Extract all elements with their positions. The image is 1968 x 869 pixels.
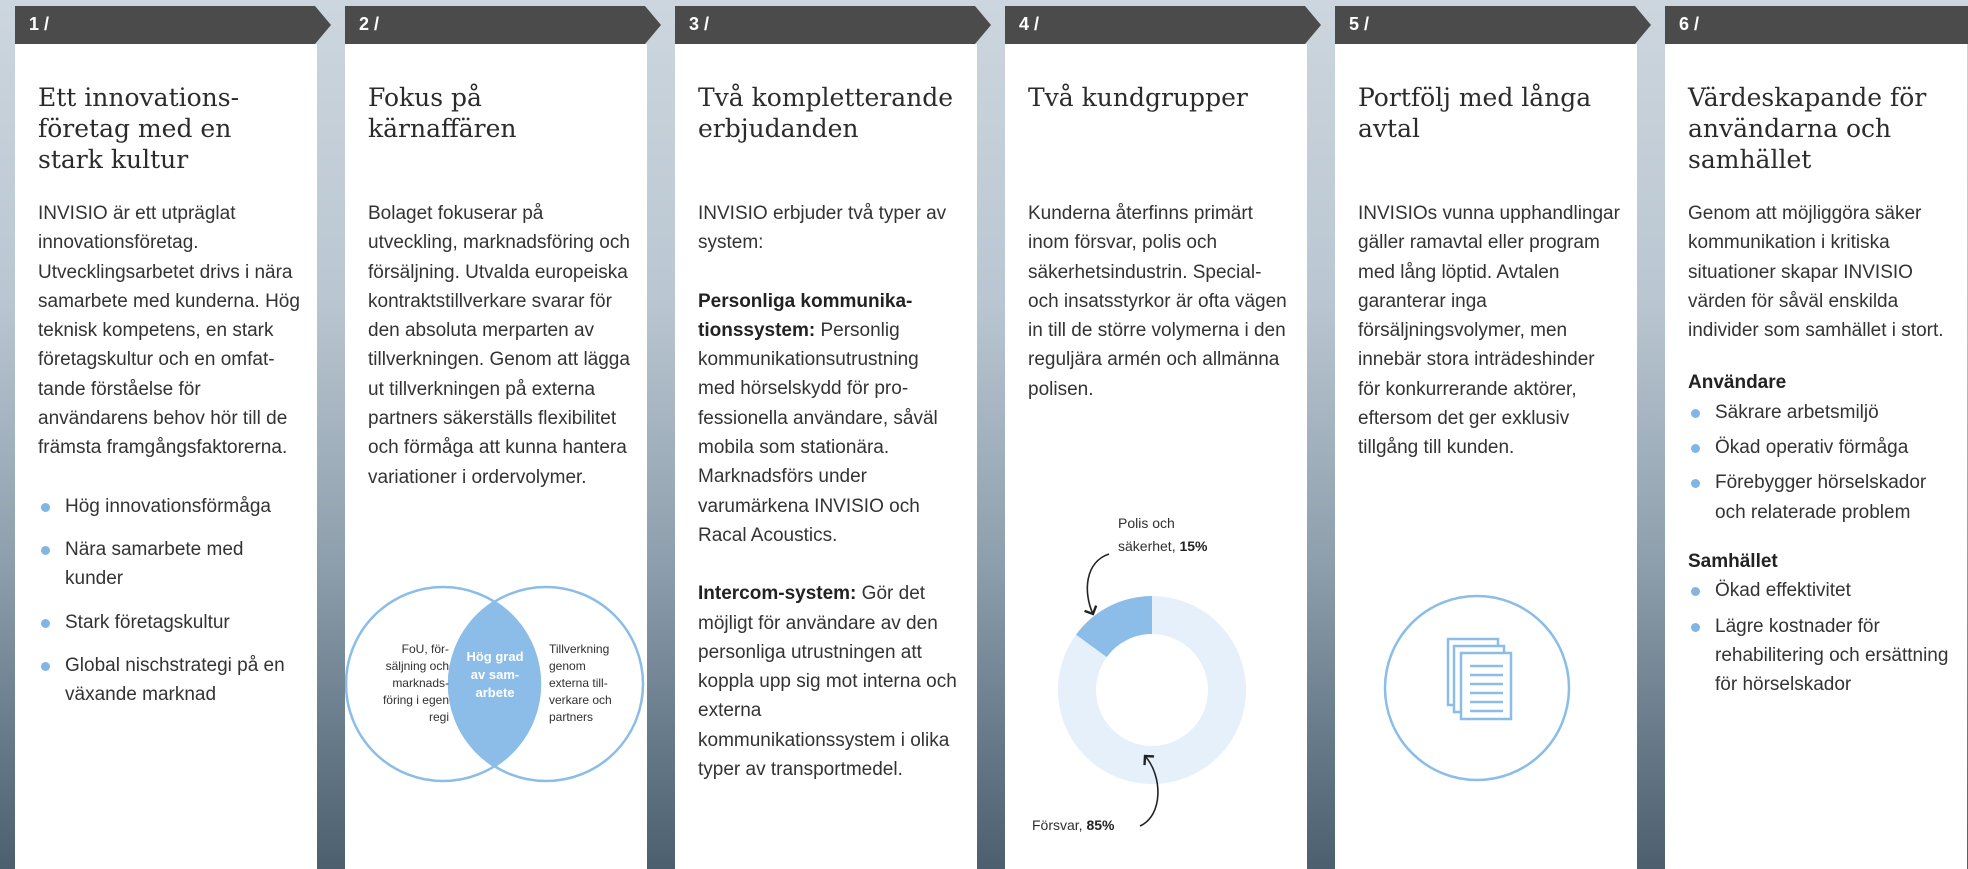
header-bar <box>345 6 661 44</box>
paragraph: INVISIO erbjuder två typer av system: <box>698 199 960 258</box>
bullet-item: Global nischstrategi på en växande markn… <box>38 651 300 710</box>
header-bar <box>15 6 331 44</box>
label-value: 15% <box>1179 538 1207 554</box>
column-title: Två kompletterande erbjudanden <box>698 82 960 144</box>
paragraph: INVISIO är ett utpräglat innovationsföre… <box>38 199 300 463</box>
header-bar <box>1005 6 1321 44</box>
column-body: Genom att möjliggöra säker kommunikation… <box>1688 199 1950 705</box>
callout-arrow <box>1087 554 1109 614</box>
bullet-item: Ökad operativ förmåga <box>1688 433 1950 462</box>
column-title: Ett innovations­företag med en stark kul… <box>38 82 300 175</box>
bullet-item: Förebygger hörsel­skador och relaterade … <box>1688 468 1950 527</box>
venn-left-label: FoU, för­säljning och marknads­föring i … <box>373 641 449 726</box>
column-number: 5 / <box>1349 14 1369 35</box>
bullet-item: Nära samarbete med kunder <box>38 535 300 594</box>
label-text: Försvar, <box>1032 817 1083 833</box>
page: Ett innovations­företag med en stark kul… <box>0 0 1968 869</box>
header-bars <box>0 0 1968 50</box>
group-heading: Användare <box>1688 368 1950 397</box>
donut-label: Polis och säkerhet, 15% <box>1118 512 1228 558</box>
column: Värdeskapande för användarna och samhäll… <box>1665 44 1967 869</box>
document-sheet <box>1461 653 1511 719</box>
column-number: 6 / <box>1679 14 1699 35</box>
bullet-item: Hög innovations­förmåga <box>38 492 300 521</box>
document-icon <box>1335 44 1637 869</box>
donut-chart <box>1005 44 1307 869</box>
group-heading: Samhället <box>1688 547 1950 576</box>
column: Ett innovations­företag med en stark kul… <box>15 44 317 869</box>
bullet-list: Ökad effektivitet Lägre kostnader för reh… <box>1688 576 1950 699</box>
bullet-list: Säkrare arbetsmiljö Ökad operativ förmåga… <box>1688 398 1950 527</box>
section-heading: Intercom-system: <box>698 583 856 604</box>
header-bar <box>1335 6 1651 44</box>
column-number: 4 / <box>1019 14 1039 35</box>
bullet-item: Ökad effektivitet <box>1688 576 1950 605</box>
column-number: 1 / <box>29 14 49 35</box>
label-value: 85% <box>1086 817 1114 833</box>
header-bar <box>1665 6 1968 44</box>
column-number: 2 / <box>359 14 379 35</box>
column-body: INVISIO är ett utpräglat innovationsföre… <box>38 199 300 723</box>
section-text: Personlig kommunikationsutrustning med h… <box>698 320 938 546</box>
column: Två kompletterande erbjudanden INVISIO er… <box>675 44 977 869</box>
section: Personliga kommunika­tionssystem: Person… <box>698 287 960 551</box>
column-body: INVISIO erbjuder två typer av system: Per… <box>698 199 960 784</box>
section: Intercom-system: Gör det möjligt för anv… <box>698 579 960 784</box>
venn-center-label: Hög grad av sam­arbete <box>465 648 525 702</box>
column-title: Värdeskapande för användarna och samhäll… <box>1688 82 1950 175</box>
paragraph: Genom att möjliggöra säker kommunikation… <box>1688 199 1950 345</box>
venn-diagram <box>345 44 647 869</box>
bullet-item: Stark företagskultur <box>38 608 300 637</box>
section-text: Gör det möjligt för användare av den per… <box>698 583 957 780</box>
label-text: Polis och säkerhet, <box>1118 515 1176 554</box>
bullet-item: Lägre kostnader för rehabilitering och e… <box>1688 612 1950 700</box>
donut-label: Försvar, 85% <box>1032 814 1172 837</box>
venn-right-label: Tillverkning genom externa till­verkare … <box>549 641 627 726</box>
header-bar <box>675 6 991 44</box>
bullet-list: Hög innovations­förmåga Nära samarbete me… <box>38 492 300 710</box>
column-number: 3 / <box>689 14 709 35</box>
bullet-item: Säkrare arbetsmiljö <box>1688 398 1950 427</box>
